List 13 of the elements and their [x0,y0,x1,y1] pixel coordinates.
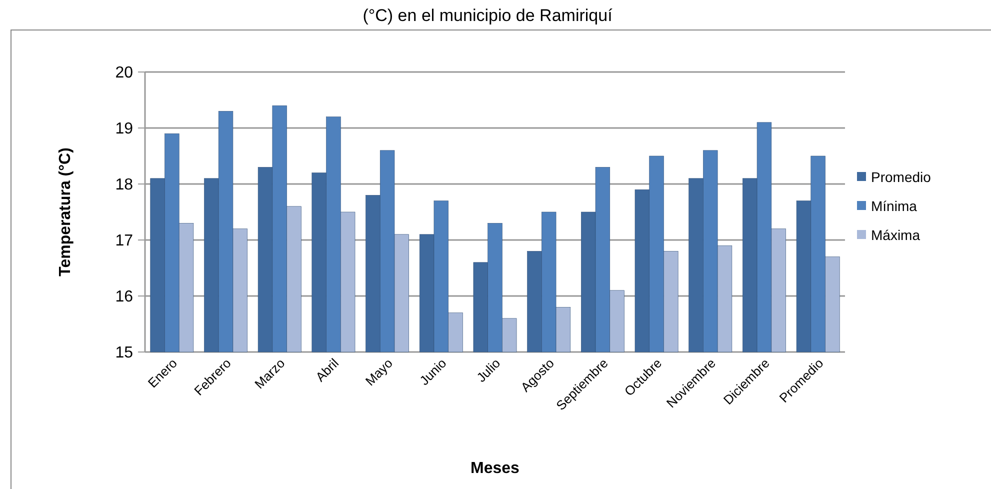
chart-title: (°C) en el municipio de Ramiriquí [362,6,613,25]
legend-label: Mínima [871,198,918,214]
legend-label: Máxima [871,226,920,243]
y-tick-label: 20 [115,64,134,82]
legend-label: Promedio [871,168,932,185]
y-tick-label: 19 [115,120,134,138]
y-axis-title: Temperatura (°C) [57,148,74,276]
y-tick-label: 18 [115,176,134,194]
y-tick-label: 16 [115,288,134,306]
y-tick-label: 17 [115,232,134,250]
x-axis-title: Meses [470,460,520,477]
x-tick-label: Julio [474,356,504,386]
y-tick-label: 15 [115,344,134,362]
